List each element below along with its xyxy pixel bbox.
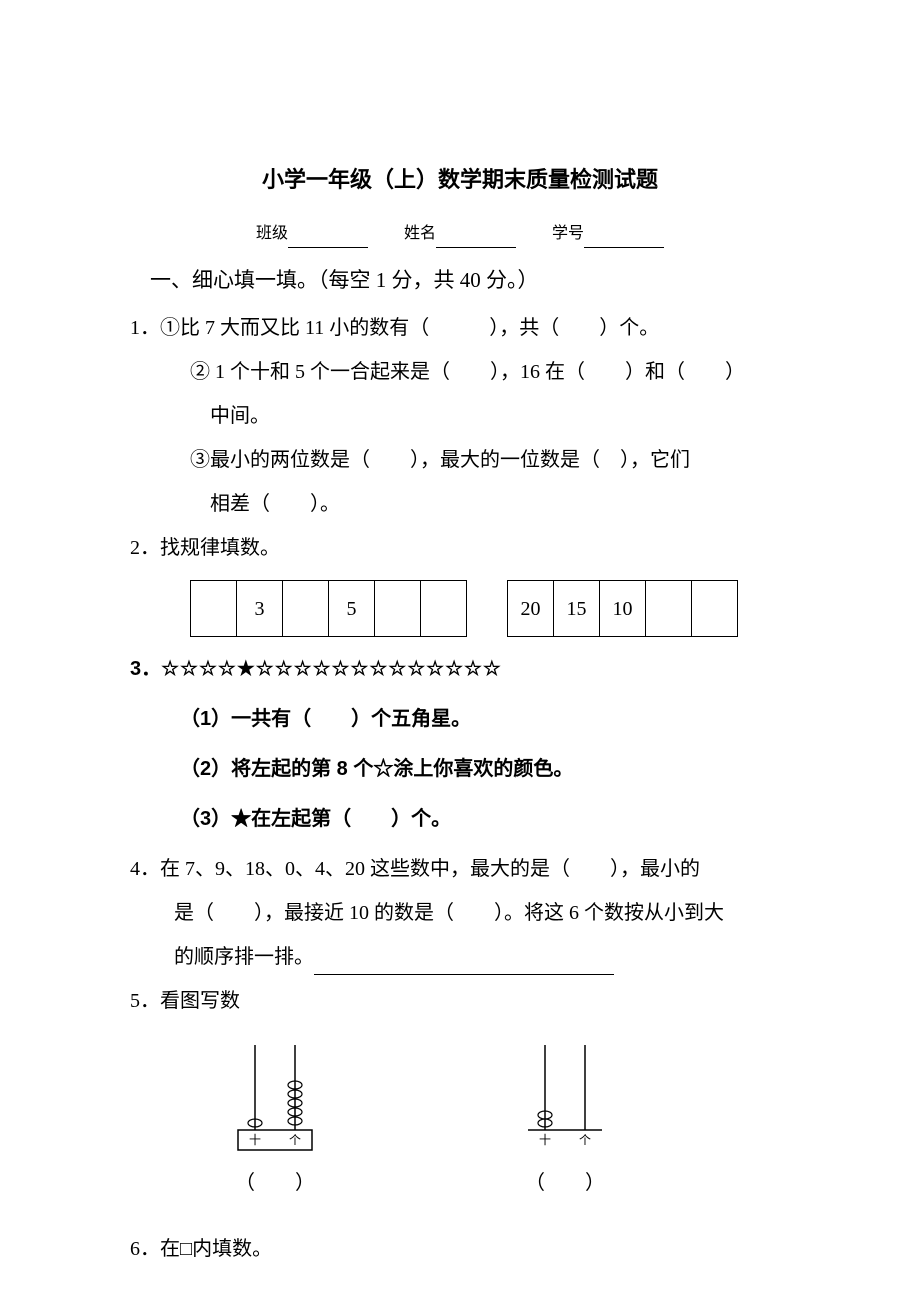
- q3-sub2: （2）将左起的第 8 个☆涂上你喜欢的颜色。: [180, 751, 790, 787]
- section-1-heading: 一、细心填一填。（每空 1 分，共 40 分。）: [130, 262, 790, 300]
- q4-line2: 是（ ），最接近 10 的数是（ ）。将这 6 个数按从小到大: [130, 895, 790, 931]
- q4-line3: 的顺序排一排。: [130, 939, 790, 975]
- svg-text:个: 个: [579, 1133, 591, 1147]
- name-blank[interactable]: [436, 247, 516, 248]
- q3-sub1: （1）一共有（ ）个五角星。: [180, 701, 790, 737]
- svg-text:个: 个: [289, 1133, 301, 1147]
- seq1-cell[interactable]: [375, 581, 421, 637]
- seq2-cell[interactable]: 20: [508, 581, 554, 637]
- abacus-1-answer[interactable]: （ ）: [235, 1165, 315, 1201]
- q4-line3-text: 的顺序排一排。: [174, 946, 314, 968]
- name-label: 姓名: [404, 225, 436, 242]
- abacus-2: 十 个 （ ）: [520, 1035, 610, 1201]
- class-label: 班级: [256, 225, 288, 242]
- sequence-table-1: 3 5: [190, 580, 467, 637]
- seq2-cell[interactable]: 10: [600, 581, 646, 637]
- sequence-tables: 3 5 20 15 10: [190, 580, 790, 637]
- q4-sort-blank[interactable]: [314, 974, 614, 975]
- seq1-cell[interactable]: [283, 581, 329, 637]
- seq1-cell[interactable]: 3: [237, 581, 283, 637]
- q1-line3: ③最小的两位数是（ ），最大的一位数是（ ），它们: [130, 442, 790, 478]
- seq2-cell[interactable]: [692, 581, 738, 637]
- sequence-table-2: 20 15 10: [507, 580, 738, 637]
- q1-line2b: 中间。: [130, 398, 790, 434]
- q4-line1: 4．在 7、9、18、0、4、20 这些数中，最大的是（ ），最小的: [130, 851, 790, 887]
- q1-line1: 1．①比 7 大而又比 11 小的数有（ ），共（ ）个。: [130, 310, 790, 346]
- q2-label: 2．找规律填数。: [130, 530, 790, 566]
- id-blank[interactable]: [584, 247, 664, 248]
- id-label: 学号: [552, 225, 584, 242]
- q6-label: 6．在□内填数。: [130, 1231, 790, 1267]
- exam-title: 小学一年级（上）数学期末质量检测试题: [130, 160, 790, 200]
- seq2-cell[interactable]: 15: [554, 581, 600, 637]
- abacus-2-answer[interactable]: （ ）: [525, 1165, 605, 1201]
- seq2-cell[interactable]: [646, 581, 692, 637]
- student-info-line: 班级 姓名 学号: [130, 220, 790, 249]
- star-sequence: ☆☆☆☆★☆☆☆☆☆☆☆☆☆☆☆☆☆: [161, 658, 502, 680]
- abacus-1: 十 个 （ ）: [230, 1035, 320, 1201]
- seq1-cell[interactable]: [421, 581, 467, 637]
- q1-line2: ② 1 个十和 5 个一合起来是（ ），16 在（ ）和（ ）: [130, 354, 790, 390]
- seq1-cell[interactable]: 5: [329, 581, 375, 637]
- q3-sub3: （3）★在左起第（ ）个。: [180, 801, 790, 837]
- abacus-1-svg: 十 个: [230, 1035, 320, 1155]
- seq1-cell[interactable]: [191, 581, 237, 637]
- abacus-2-svg: 十 个: [520, 1035, 610, 1155]
- q3-number: 3．: [130, 658, 161, 680]
- q5-label: 5．看图写数: [130, 983, 790, 1019]
- svg-text:十: 十: [539, 1133, 551, 1147]
- svg-text:十: 十: [249, 1133, 261, 1147]
- class-blank[interactable]: [288, 247, 368, 248]
- abacus-row: 十 个 （ ） 十 个 （ ）: [230, 1035, 790, 1201]
- q3-stars-line: 3．☆☆☆☆★☆☆☆☆☆☆☆☆☆☆☆☆☆: [130, 651, 790, 687]
- q1-line3b: 相差（ ）。: [130, 486, 790, 522]
